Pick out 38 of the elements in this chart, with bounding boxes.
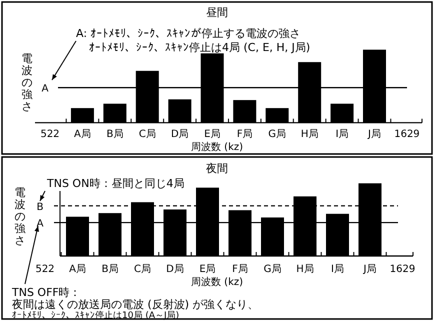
chart-title: 昼間 [206,6,228,19]
y-axis-title: 電波の強さ [14,186,26,247]
x-tick-label: B局 [106,129,124,140]
x-tick-label: H局 [300,129,318,140]
annotation: TNS ON時：昼間と同じ4局 [46,177,184,190]
x-tick-label: J局 [362,264,376,275]
text: 夜間は遠くの放送局の電波 (反射波) が強くなり、 [12,298,259,311]
chart-title: 夜間 [206,162,228,175]
x-tick-label: 522 [35,264,55,275]
x-tick-label: F局 [236,129,253,140]
x-tick-label: B局 [102,264,118,275]
y-axis-title: 電波の強さ [22,52,32,113]
x-tick-label: A局 [69,264,86,275]
x-tick-label: D局 [166,264,184,275]
ref-line-label: A [36,218,44,230]
x-tick-label: 1629 [390,264,416,275]
x-tick-label: D局 [170,129,189,140]
x-axis-title: 周波数 (kz) [190,141,244,153]
x-tick-label: E局 [199,264,216,275]
x-tick-label: F局 [232,264,248,275]
text: TNS OFF時： [11,286,81,299]
x-tick-label: H局 [296,264,314,275]
x-tick-label: J局 [367,129,381,140]
x-tick-label: I局 [331,264,344,275]
x-tick-label: I局 [336,129,349,140]
ref-line-label: A [42,84,49,95]
x-tick-label: G局 [264,264,282,275]
x-tick-label: A局 [74,129,91,140]
x-tick-label: G局 [268,129,286,140]
x-axis-title: 周波数 (kz) [190,276,244,288]
x-tick-label: 522 [40,129,60,140]
x-tick-label: C局 [134,264,151,275]
x-tick-label: E局 [204,129,220,140]
text: A: ｵｰﾄﾒﾓﾘ、ｼｰｸ、ｽｷｬﾝが停止する電波の強さ [76,27,301,40]
ref-line-label: B [36,202,44,213]
annotation: ｵｰﾄﾒﾓﾘ、ｼｰｸ、ｽｷｬﾝ停止は4局 (C, E, H, J局) [89,41,310,54]
x-tick-label: 1629 [394,129,420,140]
x-tick-label: C局 [138,129,156,140]
